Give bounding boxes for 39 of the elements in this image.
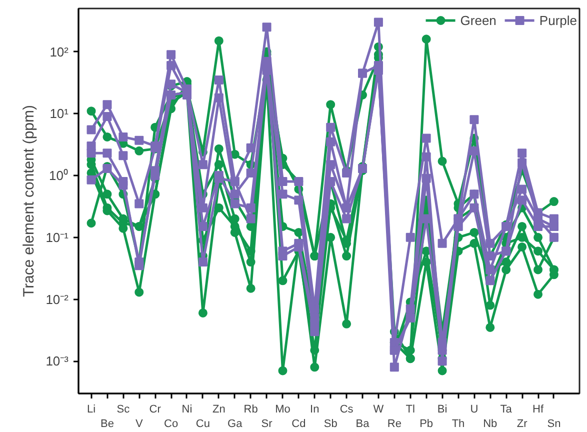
x-tick-label: W [373, 404, 384, 416]
x-tick-label: Nb [483, 418, 498, 430]
x-tick-label: Ta [500, 404, 513, 416]
y-tick-label: 10⁻² [46, 292, 70, 307]
x-tick-label: Cr [149, 404, 162, 416]
x-tick-label: Pb [420, 418, 434, 430]
x-tick-label: Sr [261, 418, 273, 430]
x-tick-label: Mo [275, 404, 290, 416]
x-tick-label: Cs [340, 404, 354, 416]
y-tick-label: 10⁻³ [46, 354, 70, 369]
x-tick-label: U [470, 404, 478, 416]
y-tick-label: 10⁰ [49, 168, 69, 184]
x-tick-label: Ga [228, 418, 244, 430]
y-tick-label: 10² [50, 44, 70, 60]
x-tick-label: Th [452, 418, 465, 430]
x-tick-label: Tl [406, 404, 415, 416]
x-tick-label: Bi [437, 404, 448, 416]
x-tick-label: Cu [196, 418, 210, 430]
legend-label: Purple [539, 12, 577, 28]
x-tick-label: Sn [547, 418, 561, 430]
x-tick-label: Ba [356, 418, 370, 430]
x-tick-label: Sb [324, 418, 338, 430]
x-tick-label: Sc [116, 404, 130, 416]
x-tick-label: Zr [516, 418, 528, 430]
x-tick-label: Hf [532, 404, 544, 416]
legend-label: Green [460, 12, 496, 28]
x-tick-label: V [135, 418, 144, 430]
y-tick-label: 10¹ [50, 106, 70, 122]
x-tick-label: Re [387, 418, 402, 430]
x-tick-label: Cd [292, 418, 306, 430]
x-tick-label: Be [100, 418, 114, 430]
x-tick-label: Co [164, 418, 178, 430]
x-tick-label: In [310, 404, 320, 416]
x-tick-label: Ni [182, 404, 192, 416]
x-tick-label: Li [86, 404, 96, 416]
x-tick-label: Rb [244, 404, 258, 416]
y-axis-title: Trace element content (ppm) [20, 104, 38, 298]
y-tick-label: 10⁻¹ [46, 230, 70, 245]
x-tick-label: Zn [212, 404, 226, 416]
